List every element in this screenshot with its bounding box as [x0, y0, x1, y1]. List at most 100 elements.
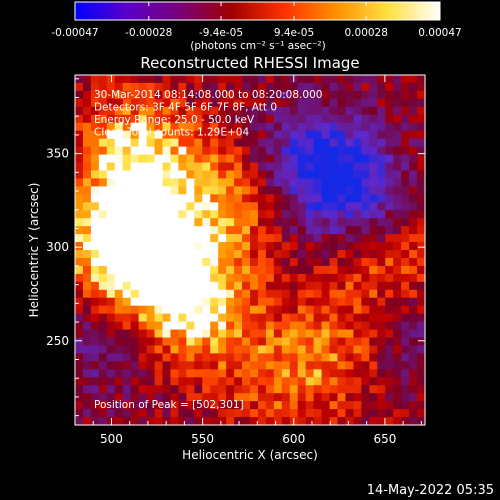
heatmap-cell	[289, 202, 299, 211]
heatmap-cell	[170, 337, 180, 347]
heatmap-cell	[202, 154, 211, 164]
heatmap-cell	[138, 329, 148, 339]
heatmap-cell	[273, 114, 283, 124]
heatmap-cell	[329, 75, 339, 84]
heatmap-cell	[226, 202, 235, 211]
heatmap-cell	[106, 186, 116, 195]
heatmap-cell	[321, 321, 331, 331]
heatmap-cell	[369, 409, 378, 418]
heatmap-cell	[385, 385, 394, 394]
heatmap-cell	[162, 313, 172, 323]
heatmap-cell	[385, 210, 394, 219]
heatmap-cell	[377, 90, 386, 100]
heatmap-cell	[361, 337, 370, 347]
heatmap-cell	[417, 393, 426, 402]
heatmap-cell	[106, 226, 116, 235]
heatmap-cell	[242, 194, 251, 203]
heatmap-cell	[242, 353, 251, 362]
heatmap-cell	[361, 202, 370, 211]
heatmap-cell	[82, 257, 92, 267]
heatmap-cell	[273, 305, 283, 315]
heatmap-cell	[393, 82, 402, 92]
heatmap-cell	[313, 170, 323, 180]
heatmap-cell	[297, 305, 307, 315]
heatmap-cell	[218, 170, 227, 180]
heatmap-cell	[226, 273, 235, 283]
heatmap-cell	[170, 178, 180, 187]
heatmap-cell	[369, 417, 378, 426]
heatmap-cell	[186, 170, 195, 180]
heatmap-cell	[242, 313, 251, 323]
heatmap-cell	[393, 242, 402, 251]
heatmap-cell	[273, 361, 283, 370]
heatmap-cell	[202, 337, 211, 347]
heatmap-cell	[234, 345, 243, 355]
heatmap-cell	[321, 281, 331, 291]
heatmap-cell	[178, 186, 187, 195]
heatmap-cell	[321, 409, 331, 418]
heatmap-cell	[337, 257, 347, 267]
heatmap-cell	[329, 265, 339, 275]
heatmap-cell	[178, 138, 187, 148]
heatmap-cell	[226, 186, 235, 195]
heatmap-cell	[369, 106, 378, 116]
heatmap-cell	[297, 417, 307, 426]
heatmap-cell	[186, 313, 195, 323]
heatmap-cell	[122, 98, 132, 108]
heatmap-cell	[417, 186, 426, 195]
heatmap-cell	[385, 90, 394, 100]
heatmap-cell	[146, 250, 156, 259]
heatmap-cell	[75, 313, 84, 323]
heatmap-cell	[401, 186, 410, 195]
heatmap-cell	[146, 401, 156, 410]
heatmap-cell	[234, 210, 243, 219]
heatmap-cell	[226, 385, 235, 394]
heatmap-cell	[265, 305, 275, 315]
heatmap-cell	[138, 162, 148, 172]
heatmap-cell	[353, 257, 362, 267]
heatmap-cell	[90, 138, 100, 148]
heatmap-cell	[162, 186, 172, 195]
heatmap-cell	[313, 321, 323, 331]
heatmap-cell	[218, 257, 227, 267]
heatmap-cell	[337, 393, 347, 402]
heatmap-cell	[122, 329, 132, 339]
heatmap-cell	[242, 98, 251, 108]
heatmap-cell	[106, 146, 116, 156]
heatmap-cell	[321, 146, 331, 156]
heatmap-cell	[377, 353, 386, 362]
heatmap-cell	[146, 345, 156, 355]
heatmap-cell	[138, 313, 148, 323]
heatmap-cell	[218, 202, 227, 211]
heatmap-cell	[289, 273, 299, 283]
heatmap-cell	[82, 377, 92, 386]
heatmap-cell	[297, 154, 307, 164]
heatmap-cell	[226, 289, 235, 299]
heatmap-cell	[218, 114, 227, 124]
heatmap-cell	[194, 106, 203, 116]
heatmap-cell	[369, 281, 378, 291]
heatmap-cell	[345, 202, 355, 211]
heatmap-cell	[218, 377, 227, 386]
heatmap-cell	[393, 369, 402, 378]
heatmap-cell	[178, 154, 187, 164]
heatmap-cell	[138, 377, 148, 386]
heatmap-cell	[401, 289, 410, 299]
heatmap-cell	[321, 297, 331, 307]
heatmap-cell	[234, 226, 243, 235]
heatmap-cell	[337, 369, 347, 378]
heatmap-cell	[289, 289, 299, 299]
heatmap-cell	[178, 242, 187, 251]
heatmap-cell	[257, 154, 267, 164]
heatmap-cell	[146, 313, 156, 323]
heatmap-cell	[226, 401, 235, 410]
heatmap-cell	[321, 393, 331, 402]
heatmap-cell	[98, 289, 108, 299]
heatmap-cell	[82, 130, 92, 140]
heatmap-cell	[138, 369, 148, 378]
heatmap-cell	[154, 273, 164, 283]
heatmap-cell	[313, 361, 323, 370]
heatmap-cell	[409, 186, 418, 195]
heatmap-cell	[130, 122, 140, 132]
heatmap-cell	[393, 90, 402, 100]
